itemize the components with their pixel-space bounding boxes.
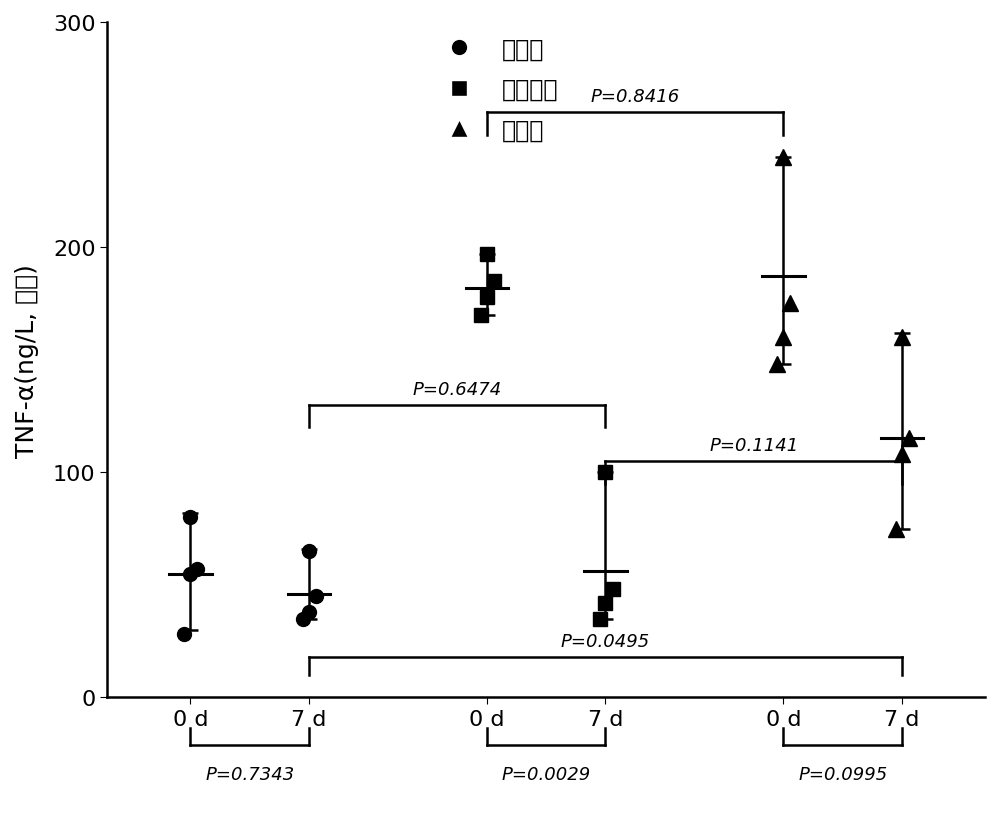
Text: P=0.0495: P=0.0495 [561,633,650,650]
Text: P=0.1141: P=0.1141 [709,437,798,455]
Legend: 对照组, 乳腺炎组, 治疗组: 对照组, 乳腺炎组, 治疗组 [426,28,568,152]
Text: P=0.6474: P=0.6474 [413,380,502,399]
Text: P=0.0029: P=0.0029 [502,765,591,783]
Text: P=0.0995: P=0.0995 [798,765,887,783]
Text: P=0.8416: P=0.8416 [590,88,680,106]
Text: P=0.7343: P=0.7343 [205,765,294,783]
Y-axis label: TNF-α(ng/L, 乳清): TNF-α(ng/L, 乳清) [15,264,39,457]
